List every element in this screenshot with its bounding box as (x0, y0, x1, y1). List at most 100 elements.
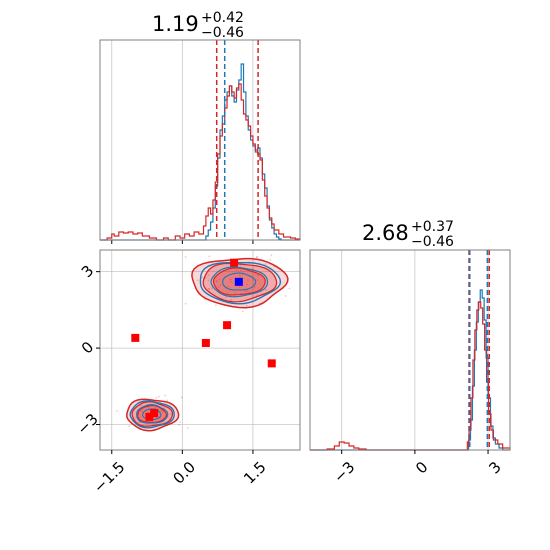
scatter-sample-point (245, 304, 248, 307)
scatter-sample-point (239, 264, 242, 267)
scatter-sample-point (137, 421, 140, 423)
scatter-sample-point (236, 292, 238, 295)
scatter-sample-point (128, 425, 131, 428)
histogram-red-series (100, 83, 301, 241)
scatter-sample-point (157, 395, 160, 398)
scatter-sample-point (147, 411, 149, 414)
scatter-sample-point (307, 261, 309, 263)
title-2-lower: −0.46 (411, 234, 454, 250)
axes-frame (99, 249, 301, 451)
scatter-sample-point (166, 399, 169, 402)
scatter-sample-point (160, 409, 162, 412)
joint-contour-panel: −1.5 0.0 1.5 −3 0 3 (73, 249, 350, 497)
scatter-sample-point (225, 296, 227, 298)
red-square-marker (131, 333, 140, 342)
scatter-sample-point (252, 279, 255, 282)
scatter-sample-point (169, 413, 172, 416)
scatter-sample-point (254, 286, 256, 288)
scatter-sample-point (201, 276, 204, 279)
scatter-sample-point (229, 278, 232, 281)
scatter-sample-point (348, 275, 350, 277)
scatter-sample-point (246, 283, 249, 286)
scatter-sample-point (154, 406, 157, 409)
scatter-sample-point (239, 269, 242, 272)
scatter-sample-point (186, 427, 189, 429)
scatter-sample-point (246, 279, 249, 282)
contour-blue-outer (129, 400, 175, 429)
y-tick-label: −3 (73, 410, 101, 438)
histogram-blue-series (310, 289, 510, 451)
scatter-sample-point (241, 310, 244, 313)
scatter-sample-point (256, 255, 258, 258)
title-param-1: 1.19 +0.42 −0.46 (152, 10, 244, 41)
scatter-sample-point (257, 274, 259, 276)
axes-frame (309, 249, 511, 451)
scatter-sample-point (140, 404, 143, 407)
scatter-sample-point (269, 258, 272, 261)
scatter-sample-point (218, 278, 221, 281)
scatter-sample-point (211, 287, 213, 290)
scatter-sample-point (256, 279, 259, 281)
x-tick-label: 0.0 (170, 458, 200, 488)
x-tick-label: −3 (330, 458, 358, 486)
scatter-sample-point (302, 279, 304, 281)
scatter-sample-point (270, 254, 273, 257)
scatter-sample-point (235, 269, 238, 271)
x-tick-label: −1.5 (90, 458, 128, 496)
red-square-marker (201, 338, 210, 347)
red-square-marker (145, 412, 154, 421)
scatter-sample-point (219, 284, 222, 287)
scatter-sample-point (214, 304, 217, 307)
histogram-param-2: −3 0 3 (309, 249, 511, 486)
histogram-red-series (310, 301, 511, 451)
contour-blue-inner (210, 266, 269, 298)
scatter-sample-point (141, 410, 143, 413)
scatter-sample-point (248, 291, 250, 294)
scatter-sample-point (245, 290, 248, 293)
scatter-sample-point (215, 280, 218, 283)
blue-square-marker (234, 277, 243, 286)
title-param-2: 2.68 +0.37 −0.46 (362, 219, 454, 250)
scatter-sample-point (238, 286, 241, 289)
scatter-sample-point (246, 289, 248, 292)
contour-blue-core (222, 272, 257, 291)
scatter-sample-point (161, 411, 164, 414)
title-1-upper: +0.42 (201, 10, 244, 26)
scatter-sample-point (226, 291, 229, 294)
red-square-marker (230, 258, 239, 267)
y-tick-label: 0 (78, 338, 97, 357)
scatter-sample-point (207, 287, 210, 290)
x-tick-label: 1.5 (240, 458, 270, 488)
scatter-sample-point (180, 396, 183, 399)
scatter-sample-point (264, 263, 267, 266)
contour-blue-outer (199, 261, 282, 305)
scatter-sample-point (217, 286, 220, 289)
scatter-sample-point (233, 292, 236, 295)
contour-blue-inner (136, 404, 169, 424)
scatter-sample-point (208, 287, 211, 290)
y-tick-label: 3 (78, 262, 97, 281)
scatter-sample-point (207, 274, 210, 277)
histogram-param-1 (99, 39, 301, 244)
scatter-sample-point (229, 299, 232, 302)
scatter-sample-point (288, 287, 291, 290)
scatter-sample-point (184, 256, 187, 258)
x-tick-label: 3 (485, 458, 504, 477)
scatter-sample-point (178, 423, 181, 426)
scatter-sample-point (115, 409, 118, 412)
title-1-value: 1.19 (152, 12, 199, 36)
scatter-sample-point (216, 280, 218, 282)
x-tick-label: 0 (412, 458, 431, 477)
scatter-sample-point (227, 285, 230, 288)
scatter-sample-point (256, 256, 258, 259)
red-square-marker (223, 321, 232, 330)
scatter-sample-point (208, 255, 211, 258)
scatter-sample-point (184, 302, 187, 305)
red-square-marker (150, 409, 159, 418)
scatter-sample-point (229, 278, 232, 281)
scatter-sample-point (255, 294, 258, 296)
title-1-lower: −0.46 (201, 25, 244, 41)
scatter-sample-point (239, 274, 241, 277)
scatter-sample-point (196, 279, 199, 282)
